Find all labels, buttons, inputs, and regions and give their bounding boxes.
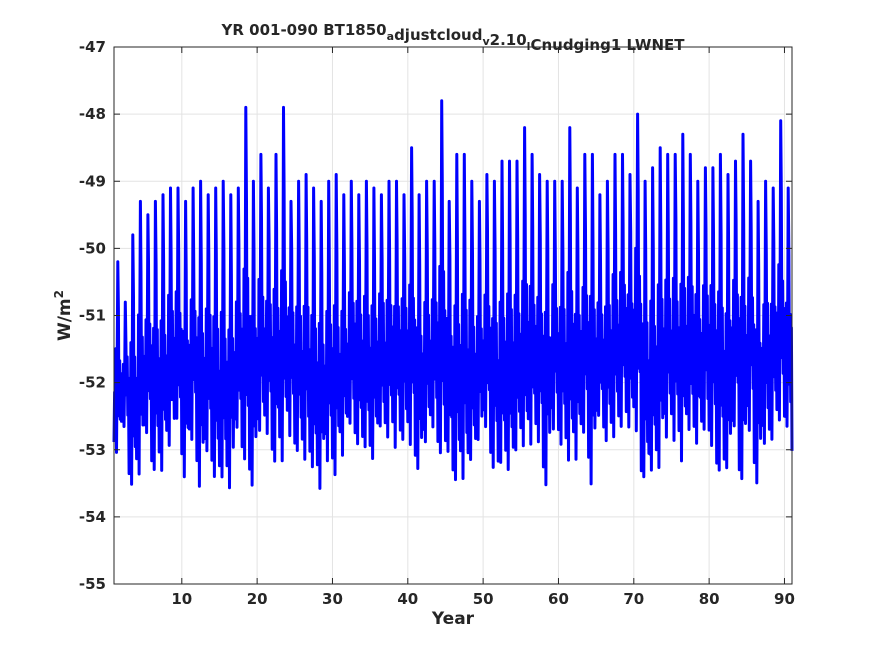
chart-title: YR 001-090 BT1850adjustcloudv2.10lCnudgi…	[221, 21, 686, 54]
y-tick-label: -48	[79, 105, 106, 123]
x-tick-label: 20	[247, 590, 268, 608]
title-segment: Cnudging1 LWNET	[530, 36, 685, 54]
title-segment: 2.10	[490, 31, 527, 49]
title-segment: YR 001-090 BT1850	[221, 21, 387, 39]
title-subscript: a	[387, 30, 394, 43]
y-tick-label: -53	[79, 441, 106, 459]
x-tick-label: 30	[322, 590, 343, 608]
x-tick-label: 80	[699, 590, 720, 608]
x-tick-label: 90	[774, 590, 795, 608]
y-tick-label: -47	[79, 38, 106, 56]
ticks: 10 20 30 40 50 60 70 80 90 -55 -54 -53 -52 -51 -50 -49 -…	[79, 38, 795, 608]
x-axis-label: Year	[431, 609, 475, 629]
title-segment: djustcloud	[394, 26, 482, 44]
series-line	[112, 99, 794, 490]
y-tick-label: -55	[79, 575, 106, 593]
y-tick-label: -52	[79, 374, 106, 392]
y-tick-label: -51	[79, 307, 106, 325]
y-tick-label: -49	[79, 172, 106, 190]
y-axis-label-superscript: 2	[52, 290, 66, 298]
y-tick-label: -54	[79, 508, 106, 526]
x-tick-label: 50	[473, 590, 494, 608]
x-tick-label: 40	[397, 590, 418, 608]
y-axis-label-base: W/m	[55, 298, 75, 341]
x-tick-label: 60	[548, 590, 569, 608]
x-tick-label: 10	[171, 590, 192, 608]
x-tick-label: 70	[623, 590, 644, 608]
title-subscript: v	[482, 35, 490, 48]
y-tick-label: -50	[79, 239, 106, 257]
y-axis-label: W/m2	[52, 290, 75, 341]
series-layer	[112, 99, 794, 490]
title-subscript: l	[527, 40, 531, 53]
